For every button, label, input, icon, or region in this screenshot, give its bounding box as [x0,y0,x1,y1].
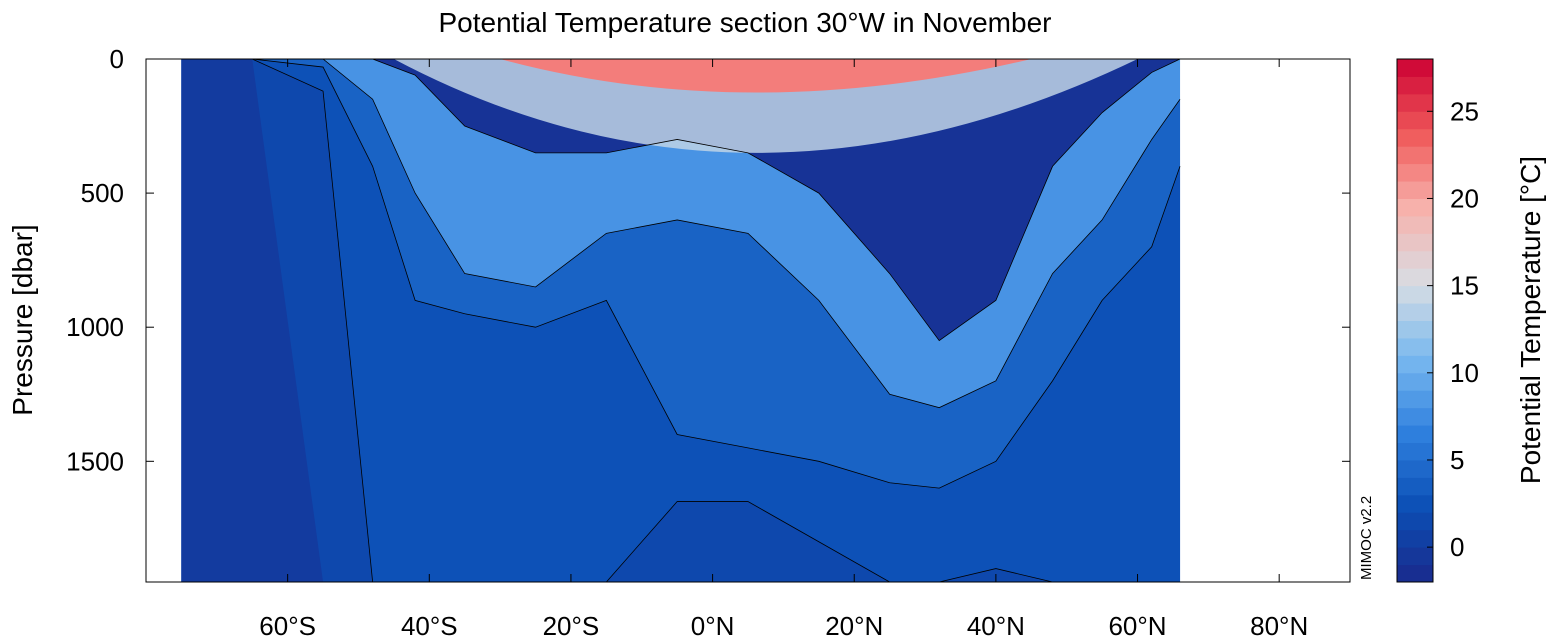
colorbar-swatch [1397,320,1433,339]
colorbar-swatch [1397,442,1433,461]
y-axis-label: Pressure [dbar] [7,224,38,415]
isotherm-contours [181,59,1181,582]
colorbar-tick-label: 20 [1450,183,1479,213]
colorbar-swatch [1397,529,1433,548]
isotherm-t4 [181,59,1181,409]
colorbar-swatch [1397,372,1433,391]
colorbar-swatch [1397,128,1433,147]
colorbar-swatch [1397,250,1433,269]
colorbar-swatch [1397,198,1433,217]
x-tick-label: 80°N [1250,611,1308,641]
colorbar-tick-label: 5 [1450,445,1464,475]
colorbar-swatch [1397,146,1433,165]
colorbar-swatch [1397,93,1433,112]
temperature-field [181,59,1181,582]
colorbar-swatch [1397,494,1433,513]
water-band-t1 [181,59,1181,582]
x-tick-label: 40°S [401,611,458,641]
colorbar-swatch [1397,355,1433,374]
water-band-warm [500,59,1032,93]
colorbar-swatch [1397,477,1433,496]
x-tick-label: 20°S [543,611,600,641]
x-axis: 60°S 40°S 20°S 0°N 20°N 40°N 60°N 80°N [259,59,1308,641]
colorbar-swatch [1397,425,1433,444]
x-tick-label: 40°N [967,611,1025,641]
plot-frame [145,58,1351,583]
y-tick-label: 500 [81,178,124,208]
y-tick-label: 1000 [66,312,124,342]
colorbar-swatch [1397,459,1433,478]
colorbar-swatch [1397,547,1433,566]
x-tick-label: 20°N [825,611,883,641]
colorbar-swatch [1397,303,1433,321]
colorbar-swatch [1397,181,1433,199]
colorbar-tick-label: 25 [1450,96,1479,126]
colorbar-swatch [1397,76,1433,95]
colorbar-swatch [1397,390,1433,409]
colorbar-swatch [1397,111,1433,130]
isotherm-t2 [181,59,1181,582]
x-tick-label: 60°S [259,611,316,641]
colorbar-swatch [1397,268,1433,287]
colorbar: 0 5 10 15 20 25 [1397,59,1479,583]
colorbar-swatch [1397,233,1433,252]
x-tick-label: 0°N [691,611,735,641]
colorbar-swatch [1397,285,1433,304]
x-tick-label: 60°N [1108,611,1166,641]
water-band-t3 [181,59,1181,582]
colorbar-swatch [1397,407,1433,426]
credit-label: MIMOC v2.2 [1358,496,1375,580]
isotherm-t8 [181,59,1181,342]
colorbar-swatch [1397,512,1433,531]
y-tick-label: 0 [110,44,124,74]
colorbar-swatch [1397,59,1433,77]
colorbar-tick-label: 15 [1450,271,1479,301]
colorbar-swatch [1397,337,1433,356]
y-axis: 0 500 1000 1500 [66,44,1350,476]
colorbar-swatch [1397,163,1433,182]
water-band-thermocline [393,59,1138,153]
colorbar-tick-label: 10 [1450,358,1479,388]
colorbar-swatch [1397,564,1433,583]
isotherm-t3 [181,59,1181,489]
colorbar-label: Potential Temperature [°C] [1515,156,1546,484]
chart-title: Potential Temperature section 30°W in No… [439,7,1052,38]
y-tick-label: 1500 [66,446,124,476]
colorbar-swatch [1397,215,1433,234]
colorbar-tick-label: 0 [1450,532,1464,562]
colorbar-frame [1396,58,1434,583]
